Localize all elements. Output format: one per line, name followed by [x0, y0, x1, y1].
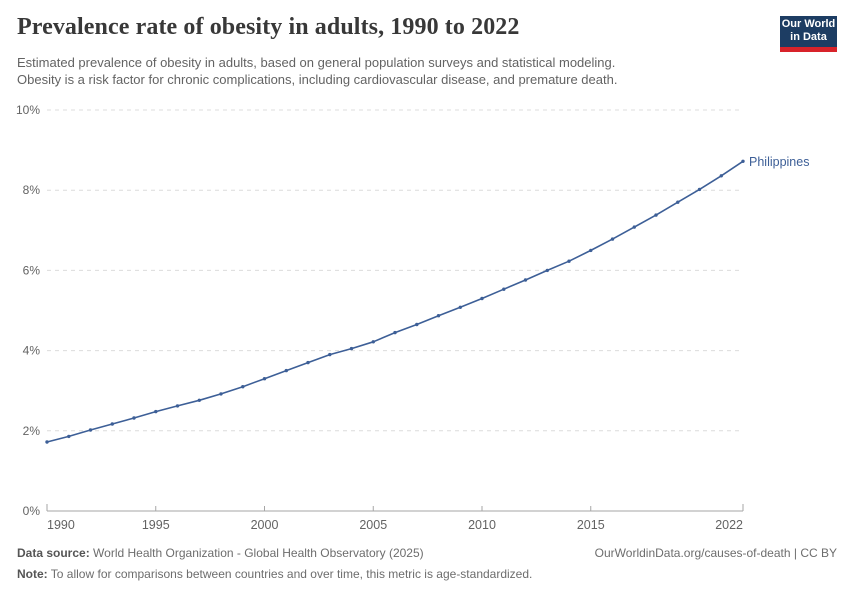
x-tick-label-1995: 1995	[142, 518, 170, 532]
chart-subtitle-line2: Obesity is a risk factor for chronic com…	[17, 72, 618, 87]
chart-title: Prevalence rate of obesity in adults, 19…	[17, 14, 520, 40]
y-tick-label-0%: 0%	[23, 504, 41, 518]
series-point-Philippines-2013	[545, 268, 549, 273]
series-point-Philippines-2018	[654, 213, 658, 217]
note-line: Note: To allow for comparisons between c…	[17, 567, 837, 581]
series-point-Philippines-2002	[306, 360, 310, 365]
x-tick-label-2022: 2022	[715, 518, 743, 532]
series-point-Philippines-2017	[632, 225, 636, 229]
series-point-Philippines-2022	[741, 159, 745, 163]
y-tick-label-4%: 4%	[23, 344, 41, 358]
series-label-Philippines[interactable]: Philippines	[749, 155, 809, 169]
series-point-Philippines-2004	[349, 346, 354, 351]
series-point-Philippines-1996	[175, 404, 180, 408]
series-point-Philippines-2010	[480, 296, 484, 301]
y-tick-label-10%: 10%	[16, 103, 40, 117]
series-point-Philippines-2007	[415, 322, 419, 327]
series-point-Philippines-2001	[284, 368, 288, 373]
series-point-Philippines-2021	[719, 174, 723, 178]
series-point-Philippines-2006	[393, 330, 397, 335]
y-tick-label-2%: 2%	[23, 424, 41, 438]
x-tick-label-2015: 2015	[577, 518, 605, 532]
note-text: To allow for comparisons between countri…	[50, 567, 533, 581]
chart-subtitle-line1: Estimated prevalence of obesity in adult…	[17, 55, 616, 70]
x-tick-label-1990: 1990	[47, 518, 75, 532]
attribution-link[interactable]: OurWorldinData.org/causes-of-death | CC …	[594, 546, 837, 560]
chart-subtitle: Estimated prevalence of obesity in adult…	[17, 54, 617, 88]
chart-footer: Data source: World Health Organization -…	[17, 546, 837, 581]
series-point-Philippines-1990	[45, 440, 49, 444]
series-point-Philippines-1998	[219, 392, 223, 396]
series-point-Philippines-1991	[67, 434, 71, 439]
x-tick-label-2010: 2010	[468, 518, 496, 532]
series-point-Philippines-1992	[88, 428, 93, 432]
series-point-Philippines-2000	[262, 377, 267, 381]
series-point-Philippines-2016	[610, 237, 615, 241]
y-tick-label-6%: 6%	[23, 263, 41, 277]
series-point-Philippines-2012	[523, 278, 528, 282]
series-point-Philippines-2020	[697, 187, 702, 192]
series-point-Philippines-2014	[567, 259, 571, 263]
owid-logo[interactable]: Our World in Data	[780, 16, 837, 52]
series-point-Philippines-2011	[502, 287, 506, 291]
series-point-Philippines-2003	[328, 352, 332, 357]
data-source-line: Data source: World Health Organization -…	[17, 546, 424, 560]
series-point-Philippines-1997	[197, 398, 201, 402]
data-source-label: Data source:	[17, 546, 90, 560]
series-point-Philippines-2009	[458, 305, 462, 309]
series-point-Philippines-2019	[676, 200, 680, 204]
x-tick-label-2000: 2000	[251, 518, 279, 532]
series-line-Philippines	[46, 160, 744, 443]
series-point-Philippines-1995	[154, 409, 158, 414]
y-tick-label-8%: 8%	[23, 183, 41, 197]
series-point-Philippines-2008	[436, 314, 441, 318]
series-point-Philippines-1999	[241, 385, 245, 389]
series-point-Philippines-2005	[371, 340, 375, 344]
x-tick-label-2005: 2005	[359, 518, 387, 532]
owid-logo-line1: Our World	[781, 18, 836, 30]
series-point-Philippines-1993	[110, 422, 115, 426]
note-label: Note:	[17, 567, 48, 581]
data-source-text: World Health Organization - Global Healt…	[93, 546, 424, 560]
series-point-Philippines-1994	[132, 416, 136, 420]
series-point-Philippines-2015	[589, 248, 593, 253]
owid-logo-line2: in Data	[790, 31, 827, 43]
